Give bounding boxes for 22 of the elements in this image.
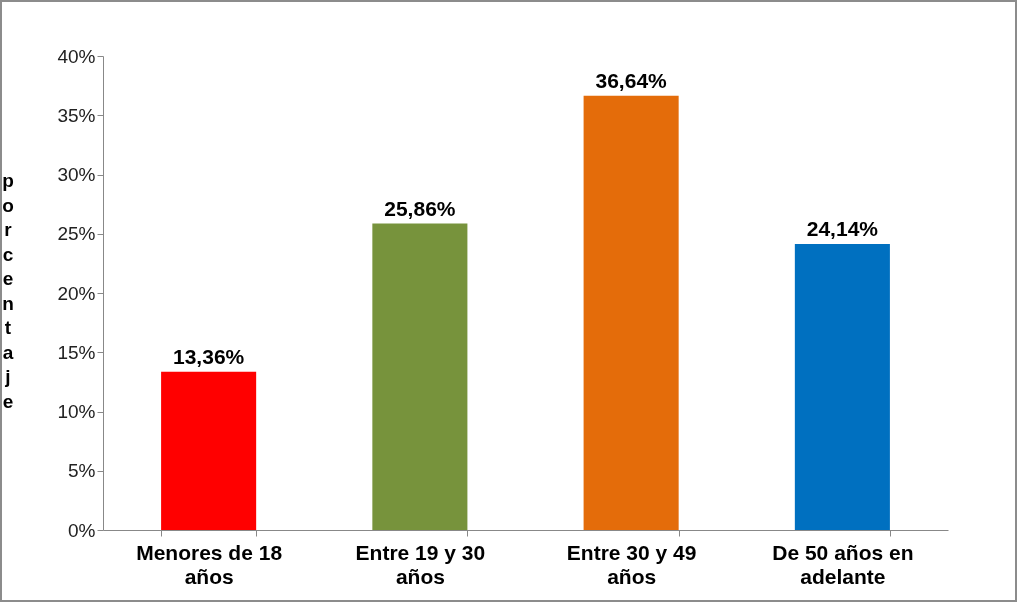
x-tick-label: Entre 30 y 49 años: [566, 540, 697, 588]
bar: [583, 95, 679, 530]
y-tick-label: 10%: [57, 401, 96, 422]
y-tick-label: 35%: [57, 104, 96, 126]
y-tick-label: 30%: [57, 164, 96, 185]
bar: [161, 371, 257, 530]
data-label: 24,14%: [806, 216, 879, 240]
y-tick-label: 15%: [57, 341, 96, 363]
y-tick-label: 25%: [57, 223, 96, 245]
text: porcentaje: [2, 170, 14, 412]
data-label: 36,64%: [595, 68, 668, 92]
data-label: 13,36%: [173, 344, 245, 368]
y-tick-label: 40%: [57, 45, 96, 67]
y-tick-label: 5%: [68, 460, 96, 482]
data-label: 25,86%: [384, 196, 456, 220]
y-tick-label: 0%: [68, 519, 96, 541]
x-tick-label: Menores de 18 años: [136, 540, 283, 588]
x-tick-label: De 50 años en adelante: [772, 540, 914, 588]
x-tick-label: Entre 19 y 30 años: [355, 540, 486, 588]
bar: [372, 223, 468, 530]
bar: [794, 243, 890, 530]
y-tick-label: 20%: [57, 282, 96, 304]
